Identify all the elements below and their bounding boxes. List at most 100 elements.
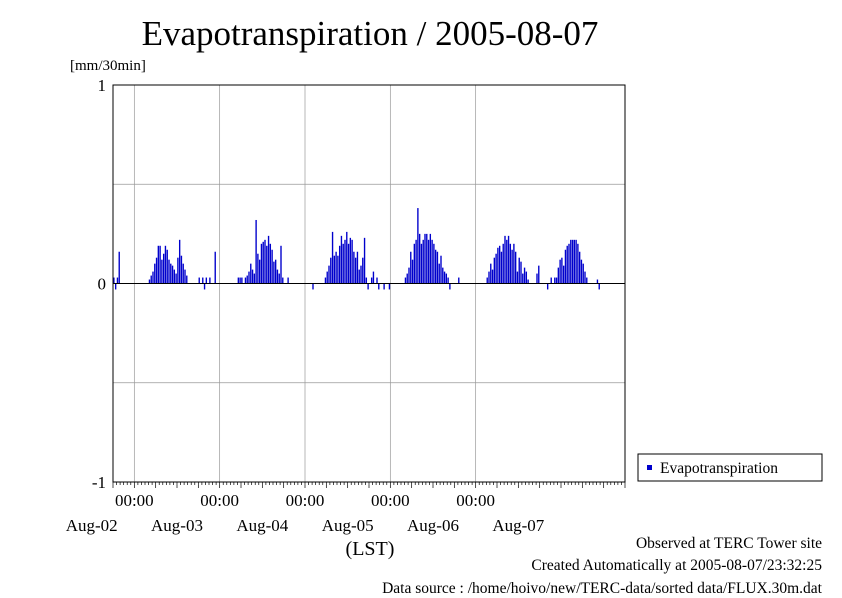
data-bar (449, 283, 451, 290)
data-bar (264, 239, 266, 284)
legend-label: Evapotranspiration (660, 460, 778, 477)
data-bar (486, 277, 488, 284)
data-bar (349, 237, 352, 284)
data-bar (324, 277, 327, 284)
data-bar (202, 277, 204, 284)
footer-site: Observed at TERC Tower site (635, 535, 822, 552)
data-bar (170, 263, 172, 284)
data-bar (278, 273, 280, 284)
data-bar (410, 251, 412, 284)
data-bar (266, 245, 268, 284)
data-bar (493, 257, 496, 284)
data-bar (166, 249, 168, 284)
y-axis-label: [mm/30min] (70, 58, 146, 74)
data-bar (365, 277, 368, 284)
x-tick-label: 00:00 (200, 491, 239, 510)
data-bar (570, 239, 572, 284)
data-bar (250, 263, 252, 284)
data-bar (573, 239, 576, 284)
data-bar (155, 257, 158, 284)
data-bar (376, 277, 378, 284)
data-bar (262, 241, 264, 284)
data-bar (162, 253, 165, 284)
data-bar (578, 251, 581, 284)
data-bar (420, 243, 423, 284)
data-bar (258, 259, 261, 284)
x-tick-label: 00:00 (371, 491, 410, 510)
data-bar (433, 243, 435, 284)
data-bar (447, 277, 449, 284)
data-bar (536, 273, 538, 284)
bars (113, 208, 600, 290)
data-bar (514, 251, 517, 284)
data-bar (500, 251, 503, 284)
data-bar (114, 283, 117, 290)
data-bar (312, 283, 314, 290)
legend-box (637, 453, 823, 482)
data-bar (342, 243, 344, 284)
data-bar (251, 269, 254, 284)
data-bar (118, 251, 120, 284)
data-bar (520, 261, 522, 284)
data-bar (367, 283, 369, 290)
data-bar (440, 255, 442, 284)
data-bar (164, 245, 167, 284)
data-bar (274, 259, 277, 284)
axes (112, 84, 626, 483)
data-bar (335, 251, 337, 284)
data-bar (408, 267, 410, 284)
data-bar (116, 277, 119, 284)
data-bar (411, 259, 414, 284)
data-bar (458, 277, 460, 284)
data-bar (426, 233, 428, 284)
data-bar (438, 263, 440, 284)
data-bar (582, 263, 584, 284)
data-bar (182, 263, 184, 284)
data-bar (557, 267, 560, 284)
data-bar (566, 245, 568, 284)
x-tick-label: 00:00 (286, 491, 325, 510)
data-bar (159, 245, 161, 284)
data-bar (237, 277, 240, 284)
data-bar (184, 269, 186, 284)
x-day-label: Aug-07 (492, 516, 544, 535)
data-bar (168, 259, 170, 284)
data-bar (516, 271, 519, 284)
data-bar (436, 251, 439, 284)
x-day-label: Aug-02 (66, 516, 118, 535)
data-bar (596, 279, 599, 284)
data-bar (577, 243, 579, 284)
data-bar (522, 273, 524, 284)
data-bar (427, 239, 430, 284)
data-bar (175, 273, 177, 284)
data-bar (354, 257, 357, 284)
data-bar (333, 255, 336, 284)
data-bar (246, 275, 248, 284)
data-bar (269, 243, 272, 284)
data-bar (370, 277, 373, 284)
chart-title: Evapotranspiration / 2005-08-07 (141, 14, 599, 53)
data-bar (424, 233, 426, 284)
data-bar (241, 277, 243, 284)
data-bar (205, 277, 208, 284)
data-bar (244, 277, 247, 284)
data-bar (413, 243, 416, 284)
data-bar (267, 235, 270, 284)
data-bar (586, 277, 588, 284)
data-bar (429, 233, 432, 284)
data-bar (511, 249, 513, 284)
data-bar (180, 255, 183, 284)
data-bar (148, 279, 151, 284)
ticks: 00:00 00:00 00:00 00:00 00:00 Aug-02 Aug-03 Aug… (66, 76, 626, 535)
data-bar (555, 277, 558, 284)
data-bar (509, 243, 512, 284)
footer-created: Created Automatically at 2005-08-07/23:3… (531, 557, 822, 574)
data-bar (255, 219, 257, 284)
data-bar (506, 239, 508, 284)
data-bar (518, 257, 520, 284)
data-bar (209, 277, 211, 284)
data-bar (568, 243, 570, 284)
data-bar (337, 255, 339, 284)
data-bar (248, 271, 250, 284)
